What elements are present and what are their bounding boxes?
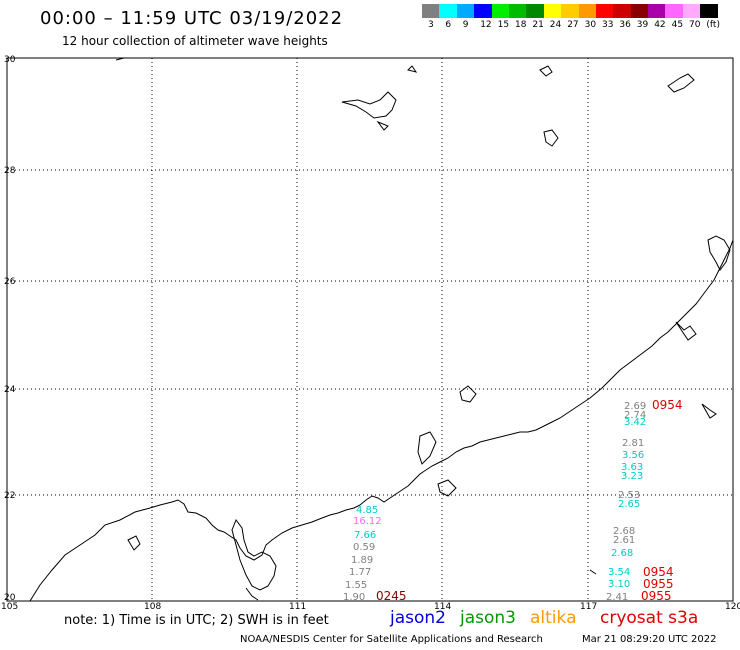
lon-label-120: 120 bbox=[725, 602, 740, 612]
wave-value: 1.89 bbox=[351, 555, 373, 566]
legend-swatch bbox=[474, 4, 492, 18]
wave-value: 3.10 bbox=[608, 579, 630, 590]
legend-swatch bbox=[422, 4, 440, 18]
wave-value: 2.68 bbox=[613, 526, 635, 537]
lon-label-114: 114 bbox=[434, 602, 451, 612]
lat-label-28: 28 bbox=[4, 166, 16, 176]
lon-label-117: 117 bbox=[580, 602, 597, 612]
legend-jason3: jason3 bbox=[460, 608, 516, 628]
wave-value: 2.74 bbox=[624, 410, 646, 421]
units-note: note: 1) Time is in UTC; 2) SWH is in fe… bbox=[64, 613, 329, 628]
coastline bbox=[29, 57, 734, 602]
lat-label-20: 20 bbox=[4, 593, 16, 603]
lon-label-108: 108 bbox=[144, 602, 161, 612]
latitude-labels: 30 28 26 24 22 20 bbox=[4, 55, 16, 603]
wave-value: 1.90 bbox=[343, 592, 365, 603]
legend-label: 30 bbox=[584, 20, 597, 30]
legend-label: 42 bbox=[654, 20, 666, 30]
wave-value: 1.55 bbox=[345, 580, 367, 591]
wave-value: 3.42 bbox=[624, 417, 646, 428]
legend-swatch bbox=[543, 4, 562, 18]
lon-label-105: 105 bbox=[1, 602, 18, 612]
legend-swatch bbox=[595, 4, 614, 18]
legend-swatch bbox=[439, 4, 457, 18]
legend-swatch bbox=[561, 4, 579, 18]
map-frame bbox=[6, 57, 734, 602]
pass-time: 0955 bbox=[643, 577, 674, 591]
wave-value: 2.65 bbox=[618, 499, 640, 510]
map-grid bbox=[7, 58, 733, 601]
legend-label: 18 bbox=[515, 20, 527, 30]
pass-time-labels: 0954 0954 0955 0955 0245 bbox=[376, 398, 683, 603]
legend-altika: altika bbox=[530, 608, 577, 628]
wave-value: 3.56 bbox=[622, 450, 644, 461]
legend-label: 36 bbox=[619, 20, 631, 30]
legend-swatch bbox=[578, 4, 596, 18]
legend-swatch bbox=[491, 4, 509, 18]
wave-value: 2.61 bbox=[613, 535, 635, 546]
wave-value: 2.81 bbox=[622, 438, 644, 449]
wave-value: 4.85 bbox=[356, 505, 378, 516]
wave-height-values: 2.69 2.74 3.42 2.81 3.56 3.63 3.23 2.53 … bbox=[343, 401, 646, 603]
legend-swatch bbox=[648, 4, 666, 18]
legend-label: 39 bbox=[636, 20, 649, 30]
wave-value: 2.53 bbox=[618, 490, 640, 501]
lat-label-26: 26 bbox=[4, 277, 16, 287]
legend-label: 45 bbox=[671, 20, 684, 30]
legend-swatch bbox=[700, 4, 718, 18]
color-legend bbox=[422, 4, 718, 18]
footer-credit: NOAA/NESDIS Center for Satellite Applica… bbox=[240, 634, 543, 645]
map-title: 00:00 – 11:59 UTC 03/19/2022 bbox=[40, 8, 344, 29]
legend-label: 21 bbox=[532, 20, 544, 30]
legend-swatch bbox=[508, 4, 527, 18]
legend-label: 3 bbox=[428, 20, 434, 30]
lat-label-30: 30 bbox=[4, 55, 16, 65]
wave-value: 3.63 bbox=[621, 462, 643, 473]
legend-swatch bbox=[456, 4, 475, 18]
pass-time: 0954 bbox=[652, 398, 683, 412]
legend-swatch bbox=[665, 4, 683, 18]
legend-label: 27 bbox=[567, 20, 579, 30]
legend-label: (ft) bbox=[706, 20, 720, 30]
lat-label-24: 24 bbox=[4, 385, 16, 395]
footer-timestamp: Mar 21 08:29:20 UTC 2022 bbox=[582, 634, 717, 645]
pass-time: 0955 bbox=[641, 589, 672, 603]
wave-value: 2.68 bbox=[611, 548, 633, 559]
map-subtitle: 12 hour collection of altimeter wave hei… bbox=[62, 34, 328, 48]
legend-jason2: jason2 bbox=[390, 608, 446, 628]
wave-value: 16.12 bbox=[353, 516, 382, 527]
legend-label: 24 bbox=[549, 20, 562, 30]
wave-value: 0.59 bbox=[353, 542, 375, 553]
legend-label: 33 bbox=[602, 20, 614, 30]
wave-value: 7.66 bbox=[354, 530, 376, 541]
legend-label: 6 bbox=[445, 20, 452, 30]
legend-label: 12 bbox=[480, 20, 492, 30]
longitude-labels: 105 108 111 114 117 120 bbox=[1, 602, 740, 612]
legend-label: 9 bbox=[462, 20, 469, 30]
wave-value: 2.69 bbox=[624, 401, 646, 412]
wave-value: 1.77 bbox=[349, 567, 371, 578]
wave-value: 2.41 bbox=[606, 592, 628, 603]
wave-value: 3.23 bbox=[621, 471, 643, 482]
legend-label: 15 bbox=[497, 20, 510, 30]
lat-label-22: 22 bbox=[4, 491, 15, 501]
pass-time: 0954 bbox=[643, 565, 674, 579]
legend-swatch bbox=[630, 4, 649, 18]
legend-cryosat-s3a: cryosat s3a bbox=[600, 608, 699, 628]
lon-label-111: 111 bbox=[289, 602, 306, 612]
legend-swatch bbox=[613, 4, 631, 18]
wave-value: 3.54 bbox=[608, 567, 630, 578]
pass-time: 0245 bbox=[376, 589, 407, 603]
legend-swatch bbox=[526, 4, 544, 18]
legend-swatch bbox=[682, 4, 701, 18]
legend-label: 70 bbox=[689, 20, 701, 30]
